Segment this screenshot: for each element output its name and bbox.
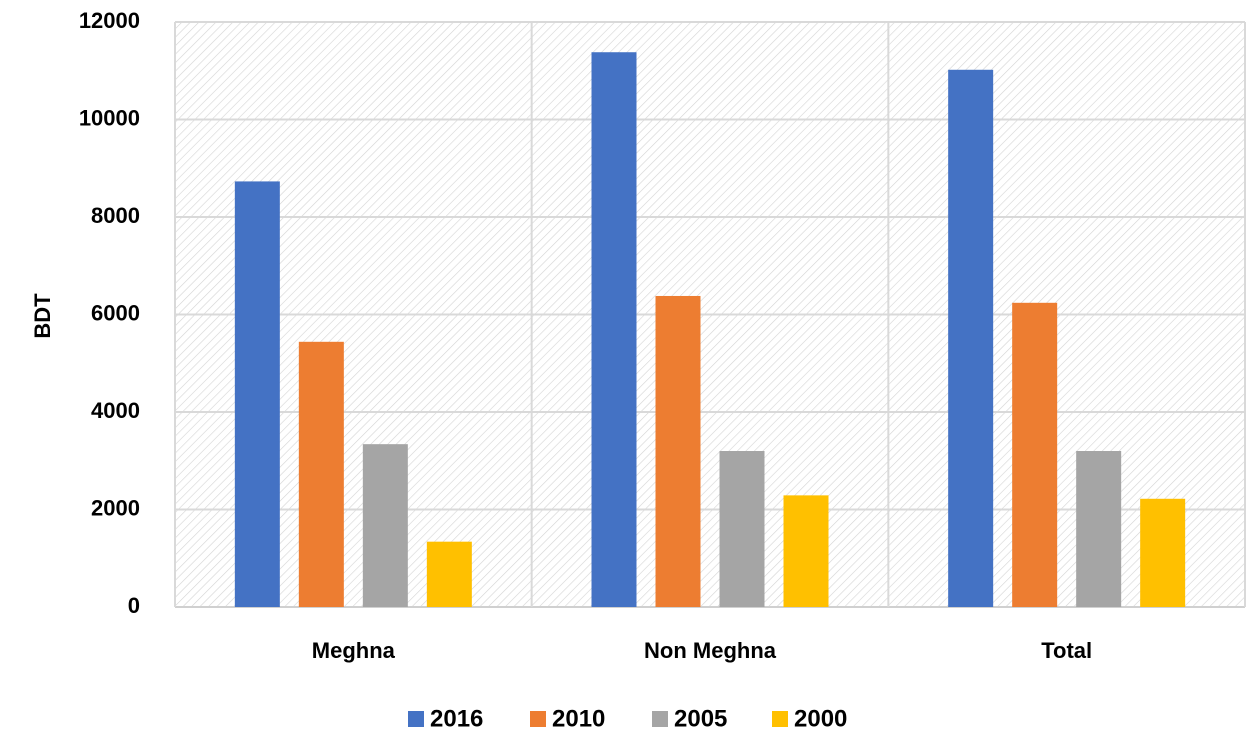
y-tick-label: 10000 <box>79 105 140 130</box>
bar-2010-meghna <box>298 341 344 607</box>
bar-2005-meghna <box>362 444 408 607</box>
legend-swatch-2016 <box>408 711 424 727</box>
y-tick-label: 4000 <box>91 398 140 423</box>
category-labels: Meghna Non Meghna Total <box>312 638 1092 663</box>
bar-2000-meghna <box>426 541 472 607</box>
bars <box>234 52 1186 608</box>
bar-2016-total <box>948 69 994 607</box>
legend-swatch-2000 <box>772 711 788 727</box>
y-tick-label: 2000 <box>91 495 140 520</box>
bar-2000-total <box>1140 498 1186 607</box>
legend-label-2010: 2010 <box>552 705 605 732</box>
y-tick-label: 0 <box>128 593 140 618</box>
bar-2010-non-meghna <box>655 295 701 607</box>
bar-2010-total <box>1012 302 1058 607</box>
legend-swatch-2005 <box>652 711 668 727</box>
category-label: Total <box>1041 638 1092 663</box>
legend-label-2016: 2016 <box>430 705 483 732</box>
bar-2005-total <box>1076 451 1122 607</box>
y-tick-label: 6000 <box>91 300 140 325</box>
legend-label-2000: 2000 <box>794 705 847 732</box>
bar-2005-non-meghna <box>719 451 765 607</box>
category-label: Meghna <box>312 638 396 663</box>
y-axis-title: BDT <box>30 293 55 339</box>
y-tick-labels: 0 2000 4000 6000 8000 10000 12000 <box>79 8 140 618</box>
y-tick-label: 8000 <box>91 203 140 228</box>
bar-2000-non-meghna <box>783 495 829 607</box>
category-label: Non Meghna <box>644 638 777 663</box>
legend-label-2005: 2005 <box>674 705 727 732</box>
legend-swatch-2010 <box>530 711 546 727</box>
legend: 2016 2010 2005 2000 <box>408 705 847 732</box>
bar-2016-meghna <box>234 181 280 607</box>
gridlines <box>174 21 1246 608</box>
bar-2016-non-meghna <box>591 52 637 608</box>
y-tick-label: 12000 <box>79 8 140 33</box>
